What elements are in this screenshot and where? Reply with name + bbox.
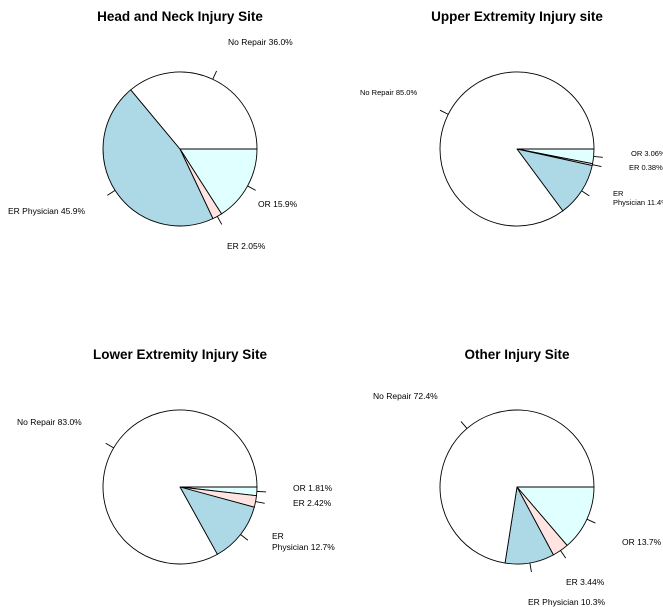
chart-title-other: Other Injury Site [464, 347, 570, 362]
slice-lower-extremity-2 [179, 486, 255, 555]
slice-label-other-0: OR 13.7% [622, 537, 662, 547]
chart-panels: Head and Neck Injury Site OR 15.9% ER 2.05… [8, 9, 663, 607]
slice-other-3 [439, 409, 595, 564]
leader-line-upper-extremity-1 [592, 164, 602, 167]
leader-line-head-and-neck-3 [212, 70, 217, 80]
leader-line-other-0 [586, 518, 596, 524]
slice-label-upper-extremity-0: OR 3.06% [631, 149, 663, 158]
leader-line-lower-extremity-2 [240, 534, 249, 541]
leader-line-other-2 [529, 562, 532, 573]
leader-line-upper-extremity-2 [581, 190, 590, 197]
slice-label-head-and-neck-1: ER 2.05% [227, 241, 266, 251]
slice-label-upper-extremity-2: ER Physician 11.4% [613, 189, 663, 207]
slice-lower-extremity-3 [102, 409, 258, 565]
leader-line-other-1 [560, 550, 567, 559]
slice-label-lower-extremity-0: OR 1.81% [293, 483, 333, 493]
leader-line-upper-extremity-0 [593, 155, 603, 158]
leader-line-lower-extremity-3 [105, 442, 114, 449]
slice-label-other-3: No Repair 72.4% [373, 391, 438, 401]
pie-chart-lower-extremity: Lower Extremity Injury Site OR 1.81% ER 2.… [17, 347, 335, 565]
leader-line-head-and-neck-2 [107, 190, 116, 196]
slice-label-other-2: ER Physician 10.3% [528, 597, 605, 607]
leader-line-lower-extremity-0 [256, 490, 267, 493]
slice-head-and-neck-0 [179, 148, 258, 215]
leader-line-upper-extremity-3 [439, 109, 449, 115]
slice-label-lower-extremity-1: ER 2.42% [293, 498, 332, 508]
slice-label-lower-extremity-3: No Repair 83.0% [17, 417, 82, 427]
slice-label-upper-extremity-1: ER 0.38% [629, 163, 663, 172]
chart-title-upper-extremity: Upper Extremity Injury site [431, 9, 603, 24]
slice-label-other-1: ER 3.44% [566, 577, 605, 587]
pie-chart-other: Other Injury Site OR 13.7% ER 3.44% ER Phys… [373, 347, 662, 607]
leader-line-lower-extremity-1 [255, 501, 265, 504]
slice-upper-extremity-3 [439, 71, 595, 227]
chart-title-lower-extremity: Lower Extremity Injury Site [93, 347, 268, 362]
slice-label-head-and-neck-0: OR 15.9% [258, 199, 298, 209]
slice-label-head-and-neck-3: No Repair 36.0% [228, 37, 293, 47]
pie-chart-upper-extremity: Upper Extremity Injury site OR 3.06% ER 0.… [360, 9, 663, 227]
slice-head-and-neck-3 [130, 71, 258, 150]
leader-line-head-and-neck-0 [247, 185, 256, 191]
slice-head-and-neck-2 [102, 89, 214, 227]
leader-line-other-3 [460, 421, 468, 429]
slice-label-upper-extremity-3: No Repair 85.0% [360, 88, 417, 97]
chart-title-head-and-neck: Head and Neck Injury Site [97, 9, 263, 24]
slice-label-head-and-neck-2: ER Physician 45.9% [8, 206, 85, 216]
slice-other-0 [516, 486, 595, 546]
leader-line-head-and-neck-1 [216, 216, 223, 225]
slice-label-lower-extremity-2: ER Physician 12.7% [272, 531, 335, 552]
pie-chart-head-and-neck: Head and Neck Injury Site OR 15.9% ER 2.05… [8, 9, 298, 251]
